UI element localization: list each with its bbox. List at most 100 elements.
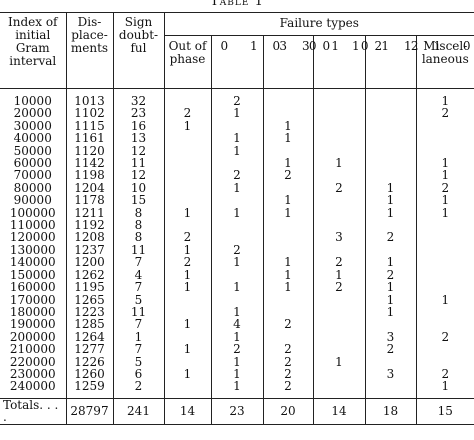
type-0112-cell: 2 bbox=[312, 181, 365, 194]
index-cell: 100000 bbox=[9, 205, 56, 220]
type-0130-cell bbox=[210, 194, 263, 207]
index-cell: 190000 bbox=[9, 317, 56, 332]
out-of-phase-cell: 2 bbox=[163, 231, 211, 244]
type-0130-cell: 2 bbox=[210, 243, 263, 256]
miscellaneous-cell: 1 bbox=[415, 380, 474, 399]
type-2110-cell: 1 bbox=[364, 256, 416, 269]
table-body: 10000 1013 32 2 1 20000 1102 23 2 1 2 30000 1115 16 1 1… bbox=[0, 88, 474, 399]
totals-row: Totals. . . . 28797 241 14 23 20 14 18 1… bbox=[0, 397, 474, 425]
type-0130-cell: 1 bbox=[210, 206, 263, 219]
table-row: 150000 1262 4 1 1 1 2 bbox=[0, 268, 474, 282]
out-of-phase-cell: 1 bbox=[163, 281, 211, 294]
type-0112-cell bbox=[312, 367, 365, 381]
type-0112-cell: 3 bbox=[312, 231, 365, 244]
type-2110-cell bbox=[364, 144, 416, 158]
type-0310-cell: 2 bbox=[262, 318, 313, 331]
type-0310-cell: 2 bbox=[262, 380, 313, 399]
type-0310-cell bbox=[262, 243, 313, 257]
type-0310-cell bbox=[262, 293, 313, 306]
out-of-phase-cell bbox=[163, 293, 211, 306]
table-row: 200000 1264 1 1 3 2 bbox=[0, 330, 474, 344]
out-of-phase-cell: 2 bbox=[163, 256, 211, 269]
table-row: 30000 1115 16 1 1 bbox=[0, 119, 474, 133]
type-0130-cell: 1 bbox=[210, 132, 263, 145]
type-2110-cell bbox=[364, 119, 416, 133]
type-0112-cell bbox=[312, 206, 365, 220]
sign-doubtful-cell: 10 bbox=[112, 181, 164, 194]
displacements-cell: 1211 bbox=[65, 206, 113, 219]
displacements-cell: 1260 bbox=[65, 368, 113, 380]
type-0310-cell bbox=[262, 305, 313, 319]
type-0112-cell: 1 bbox=[312, 157, 365, 169]
type-2110-cell bbox=[364, 219, 416, 232]
type-2110-cell bbox=[364, 132, 416, 145]
type-0112-cell bbox=[312, 343, 365, 356]
type-0112-cell bbox=[312, 144, 365, 158]
displacements-cell: 1200 bbox=[65, 256, 113, 269]
sign-doubtful-cell: 12 bbox=[112, 169, 164, 182]
out-of-phase-cell bbox=[163, 305, 211, 319]
miscellaneous-cell: 1 bbox=[415, 169, 474, 182]
type-0112-cell bbox=[312, 330, 365, 344]
total-cell: 15 bbox=[415, 397, 474, 425]
index-cell: 240000 bbox=[9, 379, 56, 394]
type-0112-header: 0 1 1 2 bbox=[312, 35, 418, 89]
type-0130-cell bbox=[210, 231, 263, 244]
out-of-phase-cell: 1 bbox=[163, 268, 211, 281]
type-0310-cell bbox=[262, 88, 313, 108]
sign-doubtful-cell: 7 bbox=[112, 318, 164, 331]
type-0130-cell: 1 bbox=[210, 305, 263, 318]
index-cell: 180000 bbox=[9, 304, 56, 319]
out-of-phase-header: Out of phase bbox=[163, 35, 211, 89]
sign-doubtful-cell: 6 bbox=[112, 368, 164, 380]
total-cell: 14 bbox=[312, 397, 365, 425]
displacements-cell: 1262 bbox=[65, 268, 113, 281]
type-0130-header: 0 1 3 0 bbox=[210, 35, 316, 89]
type-0130-cell bbox=[210, 268, 263, 282]
type-0310-cell: 1 bbox=[262, 206, 313, 219]
index-cell: 120000 bbox=[9, 230, 56, 245]
index-cell: 10000 bbox=[13, 94, 52, 108]
table-row: 40000 1161 13 1 1 bbox=[0, 132, 474, 145]
table-row: 110000 1192 8 bbox=[0, 219, 474, 231]
out-of-phase-cell bbox=[163, 219, 211, 232]
table-row: 120000 1208 8 2 3 2 bbox=[0, 230, 474, 245]
out-of-phase-cell bbox=[163, 132, 211, 145]
out-of-phase-cell bbox=[163, 181, 211, 195]
type-2110-cell bbox=[364, 88, 416, 108]
table-row: 180000 1223 11 1 1 bbox=[0, 304, 474, 319]
out-of-phase-cell: 2 bbox=[163, 107, 211, 120]
type-0112-cell bbox=[312, 318, 365, 331]
displacements-header: Dis- place- ments bbox=[65, 12, 113, 89]
type-0310-cell: 1 bbox=[262, 157, 313, 169]
type-2110-cell: 1 bbox=[364, 206, 416, 219]
type-0310-cell bbox=[262, 330, 313, 344]
miscellaneous-cell bbox=[415, 132, 474, 145]
type-0112-cell: 2 bbox=[312, 281, 365, 294]
out-of-phase-cell: 1 bbox=[163, 368, 211, 380]
out-of-phase-cell: 1 bbox=[163, 343, 211, 356]
sign-doubtful-cell: 7 bbox=[112, 256, 164, 269]
out-of-phase-cell: 1 bbox=[163, 318, 211, 331]
miscellaneous-cell bbox=[415, 343, 474, 356]
type-2110-cell bbox=[364, 355, 416, 368]
miscellaneous-cell bbox=[415, 355, 474, 368]
table-row: 230000 1260 6 1 1 2 3 2 bbox=[0, 368, 474, 380]
type-2110-cell: 1 bbox=[364, 281, 416, 294]
out-of-phase-cell bbox=[163, 157, 211, 170]
miscellaneous-cell: 1 bbox=[415, 88, 474, 108]
table-row: 50000 1120 12 1 bbox=[0, 144, 474, 158]
index-cell: 60000 bbox=[13, 156, 52, 171]
sign-doubtful-cell: 4 bbox=[112, 268, 164, 281]
type-2110-cell: 1 bbox=[364, 194, 416, 207]
type-0310-cell: 1 bbox=[262, 132, 313, 145]
displacements-cell: 1259 bbox=[65, 380, 113, 399]
total-cell: 18 bbox=[364, 397, 416, 425]
type-0310-cell bbox=[262, 144, 313, 158]
type-0130-cell: 1 bbox=[210, 107, 263, 120]
sign-doubtful-cell: 32 bbox=[112, 88, 164, 108]
type-2110-cell bbox=[364, 318, 416, 331]
type-0112-cell bbox=[312, 194, 365, 207]
type-0310-cell: 2 bbox=[262, 355, 313, 368]
type-0310-cell: 2 bbox=[262, 169, 313, 182]
